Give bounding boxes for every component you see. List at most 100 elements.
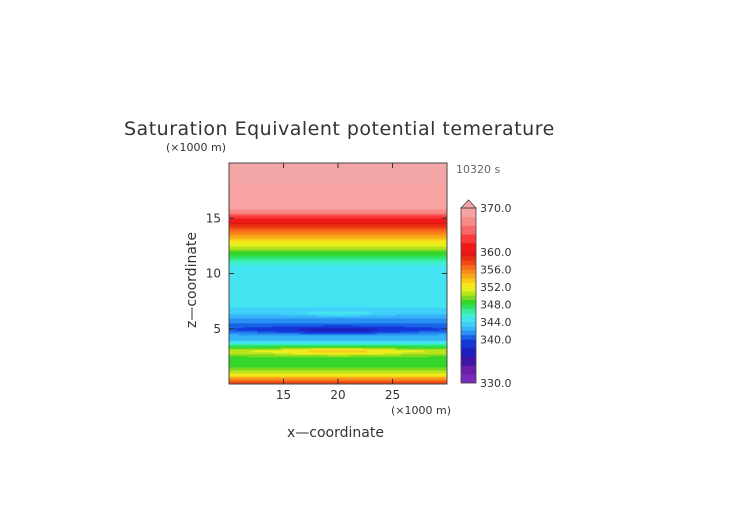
contour-cell [367, 313, 448, 315]
contour-cell [229, 171, 448, 173]
y-unit-label: (×1000 m) [166, 141, 226, 154]
contour-cell [397, 347, 448, 349]
contour-cell [389, 351, 426, 353]
contour-cell [383, 353, 448, 355]
contour-cell [229, 217, 448, 219]
contour-cell [229, 374, 448, 376]
contour-cell [229, 368, 448, 370]
contour-cell [229, 170, 448, 172]
colorbar-level [461, 208, 476, 218]
contour-cell [229, 264, 448, 266]
contour-cell [229, 280, 448, 282]
contour-cell [229, 257, 448, 259]
contour-cell [401, 331, 448, 333]
colorbar-over-arrow [460, 199, 477, 209]
contour-cell [229, 260, 448, 262]
contour-cell [229, 360, 448, 362]
colorbar-level [461, 216, 476, 226]
contour-cell [287, 351, 310, 353]
contour-cell [229, 277, 448, 279]
contour-cell [229, 195, 448, 197]
contour-cell [229, 319, 448, 321]
colorbar: 370.0 360.0 356.0 352.0 348.0 344.0 340.0 330.0 [460, 199, 512, 390]
contour-cell [229, 286, 448, 288]
chart-title: Saturation Equivalent potential temeratu… [124, 118, 555, 140]
contour-cell [281, 348, 314, 350]
contour-cell [229, 176, 448, 178]
contour-cell [395, 314, 448, 316]
contour-cell [401, 354, 448, 356]
contour-cell [229, 369, 448, 371]
colorbar-level [461, 304, 476, 309]
colorbar-level [461, 243, 476, 253]
contour-cell [229, 219, 448, 221]
contour-cell [229, 357, 448, 359]
contour-cell [229, 329, 238, 331]
contour-cell [309, 349, 368, 351]
contour-cell [229, 270, 448, 272]
contour-cell [373, 332, 420, 334]
contour-cell [229, 330, 258, 332]
contour-cell [439, 329, 448, 331]
contour-cell [229, 228, 448, 230]
contour-cell [229, 267, 448, 269]
contour-cell [229, 310, 448, 312]
contour-cell [229, 350, 254, 352]
contour-cell [229, 335, 448, 337]
x-tick-label: 20 [330, 388, 345, 402]
contour-cell [297, 329, 380, 331]
contour-cell [229, 258, 448, 260]
colorbar-level [461, 334, 476, 340]
contour-cell [229, 367, 448, 369]
contour-cell [229, 371, 448, 373]
contour-cell [229, 201, 448, 203]
contour-cell [307, 311, 370, 313]
contour-cell [271, 326, 406, 328]
contour-cell [229, 341, 448, 343]
contour-cell [279, 347, 398, 349]
contour-cell [229, 269, 448, 271]
colorbar-label: 340.0 [480, 333, 512, 346]
contour-cell [229, 274, 448, 276]
contour-cell [303, 312, 374, 314]
contour-cell [229, 227, 448, 229]
contour-cell [229, 351, 252, 353]
contour-cell [229, 333, 300, 335]
contour-cell [229, 179, 448, 181]
contour-cell [327, 355, 350, 357]
contour-cell [405, 326, 448, 328]
contour-cell [229, 316, 448, 318]
contour-cell [229, 345, 448, 347]
contour-cell [229, 256, 448, 258]
contour-cell [229, 304, 448, 306]
contour-cell [229, 307, 448, 309]
colorbar-level [461, 308, 476, 314]
colorbar-level [461, 330, 476, 336]
contour-cell [229, 184, 448, 186]
contour-cell [229, 262, 448, 264]
contour-cell [229, 242, 448, 244]
contour-cell [425, 351, 448, 353]
contour-cell [229, 271, 448, 273]
contour-field [229, 163, 448, 385]
contour-cell [229, 318, 448, 320]
colorbar-level [461, 225, 476, 235]
colorbar-level [461, 321, 476, 327]
contour-cell [229, 376, 448, 378]
contour-cell [229, 287, 448, 289]
contour-cell [229, 332, 258, 334]
contour-cell [229, 279, 448, 281]
contour-cell [251, 351, 288, 353]
contour-cell [229, 315, 316, 317]
contour-cell [229, 320, 448, 322]
contour-cell [229, 173, 448, 175]
contour-cell [229, 378, 448, 380]
contour-cell [361, 315, 448, 317]
contour-cell [229, 237, 448, 239]
contour-cell [367, 349, 394, 351]
contour-cell [229, 177, 448, 179]
contour-cell [229, 188, 448, 190]
contour-cell [229, 198, 448, 200]
contour-cell [229, 314, 282, 316]
